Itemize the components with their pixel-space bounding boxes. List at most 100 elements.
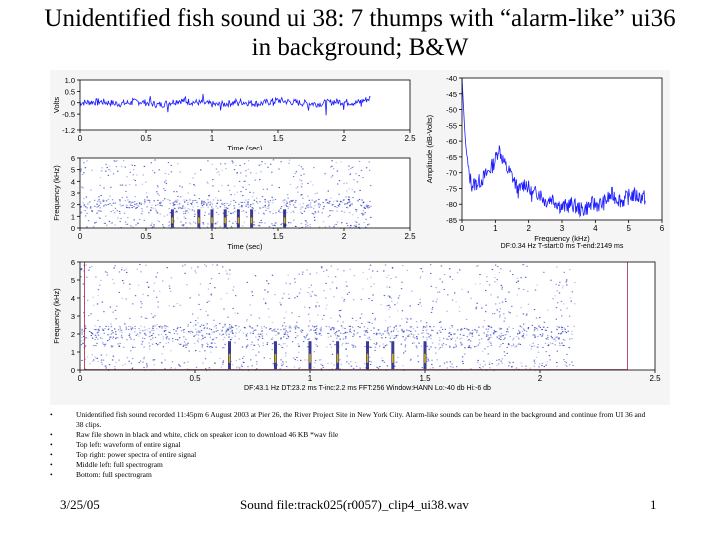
spectrogram-cell [482, 350, 484, 352]
spectrogram-cell [289, 201, 291, 203]
spectrogram-cell [266, 342, 269, 344]
spectrogram-cell [178, 365, 181, 367]
spectrogram-cell [338, 330, 340, 332]
spectrogram-cell [363, 201, 365, 203]
spectrogram-cell [401, 281, 403, 283]
spectrogram-cell [205, 310, 207, 312]
spectrogram-cell [120, 217, 122, 219]
spectrogram-cell [301, 273, 304, 275]
spectrogram-cell [240, 364, 243, 366]
spectrogram-cell [142, 330, 144, 332]
spectrogram-cell [102, 341, 104, 343]
spectrogram-cell [210, 293, 212, 295]
spectrogram-cell [241, 205, 243, 207]
spectrogram-cell [103, 343, 105, 345]
spectrogram-cell [318, 305, 320, 307]
spectrogram-cell [316, 192, 318, 194]
spectrogram-cell [107, 328, 110, 330]
spectrogram-cell [501, 301, 504, 303]
spectrogram-cell [566, 279, 568, 281]
spectrogram-cell [313, 216, 316, 218]
spectrogram-cell [417, 333, 420, 335]
spectrogram-cell [398, 295, 401, 297]
spectrogram-cell [386, 276, 388, 278]
x-axis-label: Time (sec) [227, 144, 263, 150]
spectrogram-cell [290, 200, 292, 202]
spectrogram-cell [271, 223, 273, 225]
spectrogram-cell [97, 210, 99, 212]
spectrogram-cell [212, 199, 215, 201]
spectrogram-cell [294, 331, 297, 333]
spectrogram-cell [188, 350, 190, 352]
spectrogram-cell [284, 333, 287, 335]
spectrogram-cell [467, 291, 469, 293]
spectrogram-cell [103, 311, 105, 313]
spectrogram-cell [294, 337, 297, 339]
spectrogram-cell [129, 288, 131, 290]
spectrogram-cell [546, 338, 548, 340]
spectrogram-cell [258, 317, 261, 319]
spectrogram-cell [377, 367, 380, 369]
spectrogram-cell [80, 344, 83, 346]
spectrogram-cell [321, 364, 324, 366]
spectrogram-cell [333, 327, 336, 329]
spectrogram-cell [332, 327, 334, 329]
spectrogram-cell [559, 281, 561, 283]
spectrogram-cell [456, 366, 458, 368]
spectrogram-cell [111, 337, 114, 339]
spectrogram-cell [490, 294, 492, 296]
spectrogram-cell [351, 344, 353, 346]
spectrogram-cell [89, 266, 91, 268]
spectrogram-cell [218, 333, 221, 335]
spectrogram-cell [96, 329, 98, 331]
spectrogram-cell [448, 332, 450, 334]
spectrogram-cell [156, 328, 158, 330]
spectrogram-cell [151, 334, 153, 336]
spectrogram-cell [362, 177, 364, 179]
spectrogram-cell [102, 329, 105, 331]
spectrogram-cell [368, 223, 370, 225]
spectrogram-cell [488, 363, 491, 365]
spectrogram-cell [541, 335, 544, 337]
spectrogram-cell [161, 327, 163, 329]
spectrogram-cell [99, 177, 102, 179]
spectrogram-cell [315, 344, 317, 346]
spectrogram-cell [130, 350, 132, 352]
spectrogram-cell [140, 203, 142, 205]
spectrogram-cell [534, 328, 536, 330]
spectrogram-cell [348, 169, 350, 171]
spectrogram-cell [557, 302, 559, 304]
spectrogram-cell [361, 322, 363, 324]
spectrogram-cell [441, 344, 443, 346]
spectrogram-cell [126, 357, 129, 359]
spectrogram-cell [506, 334, 508, 336]
spectrogram-cell [116, 210, 118, 212]
spectrogram-cell [207, 288, 210, 290]
spectrogram-cell [117, 337, 120, 339]
spectrogram-cell [98, 196, 100, 198]
spectrogram-cell [150, 313, 153, 315]
spectrogram-cell [260, 207, 262, 209]
spectrogram-cell [80, 269, 82, 271]
spectrogram-cell [122, 364, 124, 366]
spectrogram-cell [287, 293, 290, 295]
spectrogram-cell [331, 353, 334, 355]
spectrogram-cell [449, 345, 451, 347]
spectrogram-cell [163, 188, 165, 190]
spectrogram-cell [266, 207, 268, 209]
spectrogram-cell [306, 222, 308, 224]
spectrogram-cell [390, 330, 393, 332]
spectrogram-cell [350, 365, 353, 367]
spectrogram-cell [241, 201, 243, 203]
spectrogram-cell [80, 212, 82, 214]
spectrogram-cell [252, 207, 254, 209]
spectrogram-cell [493, 333, 495, 335]
spectrogram-cell [86, 276, 88, 278]
spectrogram-cell [157, 301, 159, 303]
spectrogram-cell [236, 191, 238, 193]
spectrogram-cell [151, 204, 153, 206]
spectrogram-cell [141, 183, 143, 185]
spectrogram-cell [294, 173, 296, 175]
spectrogram-cell [443, 337, 445, 339]
spectrogram-cell [105, 163, 107, 165]
